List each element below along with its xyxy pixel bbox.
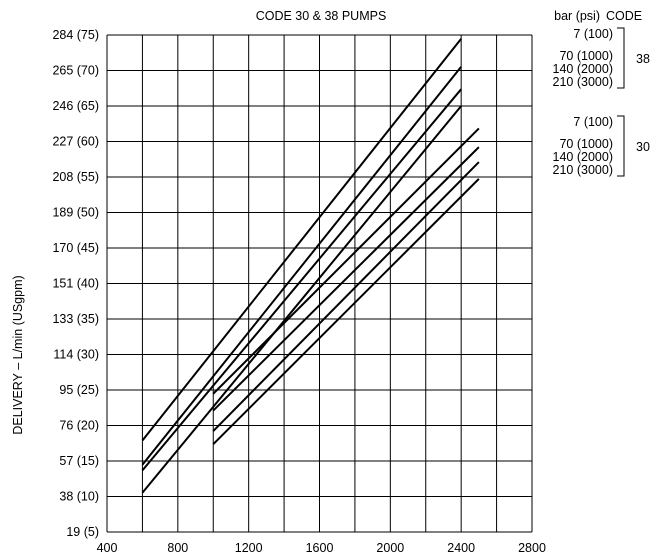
y-tick-label: 133 (35) <box>52 312 99 326</box>
chart-title: CODE 30 & 38 PUMPS <box>256 9 387 23</box>
y-tick-label: 265 (70) <box>52 64 99 78</box>
legend-pressure-label: 140 (2000) <box>553 150 613 164</box>
y-tick-label: 246 (65) <box>52 99 99 113</box>
y-tick-label: 151 (40) <box>52 277 99 291</box>
y-tick-label: 114 (30) <box>53 348 99 362</box>
x-tick-label: 1200 <box>235 541 263 555</box>
x-tick-label: 400 <box>97 541 118 555</box>
grid <box>106 34 533 533</box>
legend-pressure-label: 7 (100) <box>573 115 613 129</box>
y-tick-label: 95 (25) <box>59 383 99 397</box>
y-tick-label: 19 (5) <box>66 525 99 539</box>
x-tick-label: 1600 <box>306 541 334 555</box>
y-tick-label: 227 (60) <box>52 135 99 149</box>
x-tick-label: 2800 <box>518 541 546 555</box>
legend-pressure-label: 70 (1000) <box>559 49 613 63</box>
legend-bracket <box>617 27 625 89</box>
legend: 7 (100)70 (1000)140 (2000)210 (3000)387 … <box>553 27 650 177</box>
series-line <box>141 88 462 471</box>
x-tick-label: 800 <box>167 541 188 555</box>
series-line <box>212 127 480 395</box>
legend-header-pressure: bar (psi) <box>554 9 600 23</box>
legend-code-label: 38 <box>636 52 650 66</box>
series-line <box>212 146 480 412</box>
legend-header-code: CODE <box>606 9 642 23</box>
y-tick-label: 189 (50) <box>52 206 99 220</box>
series-line <box>141 38 462 442</box>
x-tick-label: 2400 <box>447 541 475 555</box>
y-tick-label: 284 (75) <box>52 28 99 42</box>
y-tick-label: 57 (15) <box>59 454 99 468</box>
legend-pressure-label: 210 (3000) <box>553 75 613 89</box>
y-tick-labels: 19 (5) 38 (10) 57 (15) 76 (20) 95 (25) 114 (3… <box>52 28 99 539</box>
y-tick-label: 208 (55) <box>52 170 99 184</box>
legend-bracket <box>617 115 625 177</box>
series-line <box>141 105 462 494</box>
y-tick-label: 76 (20) <box>59 419 99 433</box>
legend-pressure-label: 210 (3000) <box>553 163 613 177</box>
series-line <box>141 66 462 466</box>
series-lines <box>141 38 480 494</box>
legend-code-label: 30 <box>636 140 650 154</box>
y-tick-label: 170 (45) <box>52 241 99 255</box>
series-line <box>212 178 480 445</box>
legend-pressure-label: 70 (1000) <box>559 137 613 151</box>
y-axis-label: DELIVERY – L/min (USgpm) <box>11 275 25 434</box>
legend-pressure-label: 140 (2000) <box>553 62 613 76</box>
x-tick-label: 2000 <box>376 541 404 555</box>
y-tick-label: 38 (10) <box>59 490 99 504</box>
legend-pressure-label: 7 (100) <box>573 27 613 41</box>
x-tick-labels: 400 800 1200 1600 2000 2400 2800 <box>97 541 546 555</box>
series-line <box>212 161 480 432</box>
